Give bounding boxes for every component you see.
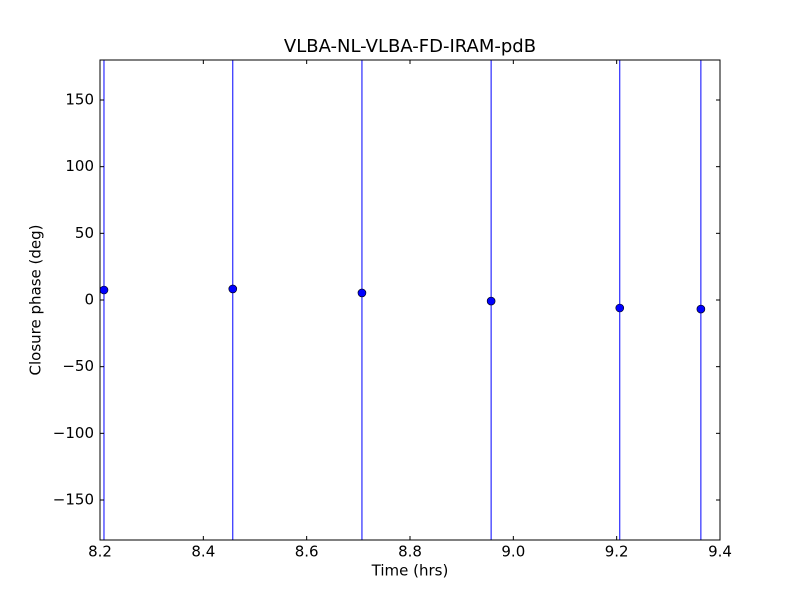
- x-tick-label: 8.2: [88, 543, 112, 561]
- chart-title: VLBA-NL-VLBA-FD-IRAM-pdB: [284, 36, 536, 57]
- x-tick-label: 8.4: [191, 543, 215, 561]
- x-tick-label: 9.2: [605, 543, 629, 561]
- x-tick-label: 9.4: [708, 543, 732, 561]
- data-point: [100, 285, 109, 295]
- y-tick-label: 50: [75, 224, 94, 242]
- x-tick-label: 8.6: [295, 543, 319, 561]
- x-axis-label: Time (hrs): [371, 562, 449, 580]
- y-tick-label: 150: [65, 91, 94, 109]
- x-tick-label: 9.0: [501, 543, 525, 561]
- y-tick-label: −50: [62, 357, 94, 375]
- plot-area: [100, 60, 706, 540]
- x-tick-label: 8.8: [398, 543, 422, 561]
- y-tick-label: −100: [53, 424, 94, 442]
- y-axis-label: Closure phase (deg): [27, 225, 45, 376]
- y-tick-label: 100: [65, 157, 94, 175]
- data-point: [615, 303, 625, 313]
- y-tick-label: −150: [53, 491, 94, 509]
- y-tick-label: 0: [84, 291, 94, 309]
- data-point: [357, 288, 367, 298]
- data-point: [486, 296, 496, 306]
- data-point: [228, 284, 238, 294]
- data-point: [696, 304, 706, 314]
